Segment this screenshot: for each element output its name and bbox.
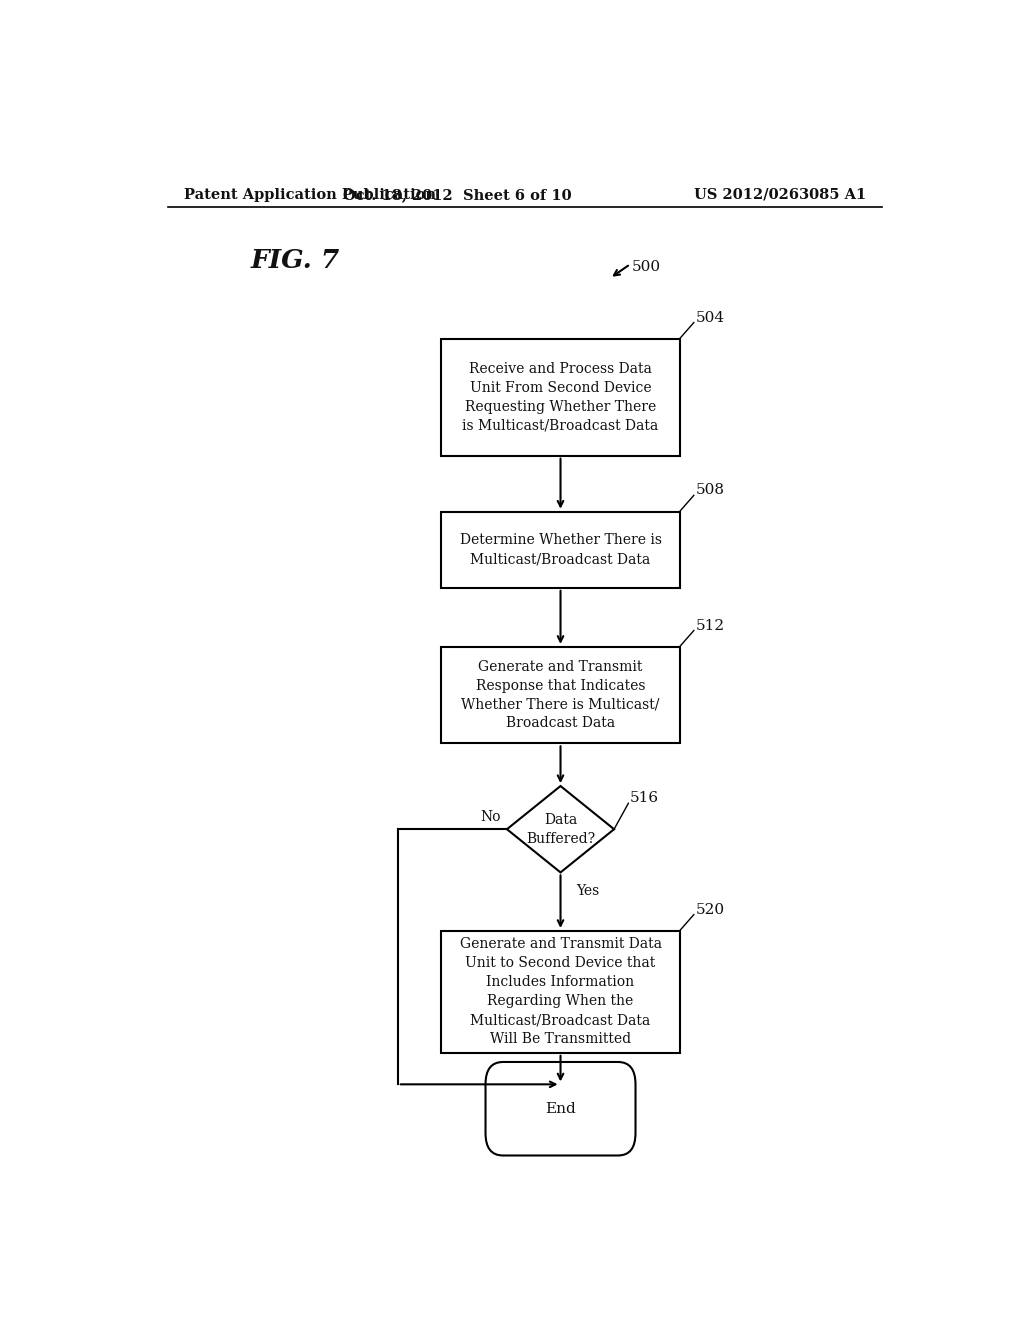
- Text: Yes: Yes: [577, 883, 600, 898]
- Text: Generate and Transmit
Response that Indicates
Whether There is Multicast/
Broadc: Generate and Transmit Response that Indi…: [462, 660, 659, 730]
- Text: Determine Whether There is
Multicast/Broadcast Data: Determine Whether There is Multicast/Bro…: [460, 533, 662, 566]
- Text: Data
Buffered?: Data Buffered?: [526, 813, 595, 846]
- Text: 508: 508: [695, 483, 724, 498]
- Text: Generate and Transmit Data
Unit to Second Device that
Includes Information
Regar: Generate and Transmit Data Unit to Secon…: [460, 937, 662, 1047]
- Text: 520: 520: [695, 903, 725, 916]
- Polygon shape: [507, 785, 614, 873]
- FancyBboxPatch shape: [441, 339, 680, 455]
- Text: 504: 504: [695, 310, 725, 325]
- Text: 512: 512: [695, 619, 725, 632]
- Text: No: No: [480, 810, 501, 824]
- FancyBboxPatch shape: [441, 647, 680, 743]
- Text: 516: 516: [630, 792, 659, 805]
- FancyBboxPatch shape: [441, 931, 680, 1053]
- Text: FIG. 7: FIG. 7: [251, 248, 340, 272]
- FancyBboxPatch shape: [485, 1063, 636, 1155]
- Text: End: End: [545, 1102, 575, 1115]
- Text: 500: 500: [632, 260, 662, 275]
- Text: Oct. 18, 2012  Sheet 6 of 10: Oct. 18, 2012 Sheet 6 of 10: [343, 187, 571, 202]
- FancyBboxPatch shape: [441, 512, 680, 587]
- Text: Patent Application Publication: Patent Application Publication: [183, 187, 435, 202]
- Text: Receive and Process Data
Unit From Second Device
Requesting Whether There
is Mul: Receive and Process Data Unit From Secon…: [463, 362, 658, 433]
- Text: US 2012/0263085 A1: US 2012/0263085 A1: [694, 187, 866, 202]
